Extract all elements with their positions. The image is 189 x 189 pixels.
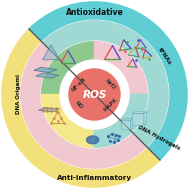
Text: Anti-inflammatory: Anti-inflammatory	[57, 175, 132, 181]
Text: DNA Origami: DNA Origami	[16, 74, 21, 115]
Polygon shape	[130, 119, 133, 129]
Polygon shape	[132, 112, 146, 113]
Polygon shape	[38, 108, 60, 112]
Wedge shape	[42, 94, 94, 147]
Wedge shape	[94, 94, 147, 147]
Text: NO: NO	[74, 100, 83, 110]
Wedge shape	[21, 42, 147, 168]
Wedge shape	[42, 42, 94, 94]
Text: ROS: ROS	[82, 90, 107, 99]
Text: DNA Hydrogels: DNA Hydrogels	[137, 125, 181, 151]
Wedge shape	[94, 42, 147, 94]
Wedge shape	[2, 29, 160, 187]
Polygon shape	[121, 119, 133, 120]
Text: Nrf2: Nrf2	[104, 78, 117, 91]
Wedge shape	[29, 2, 187, 160]
Wedge shape	[42, 21, 168, 147]
Polygon shape	[43, 45, 60, 60]
Ellipse shape	[86, 136, 99, 144]
Polygon shape	[34, 67, 57, 73]
Text: tFNAs: tFNAs	[157, 47, 173, 66]
Polygon shape	[121, 120, 130, 129]
Text: NF-κB: NF-κB	[70, 76, 87, 92]
Polygon shape	[144, 112, 146, 125]
Polygon shape	[36, 73, 59, 78]
Text: MAPK: MAPK	[103, 97, 119, 113]
Polygon shape	[132, 113, 144, 125]
Text: Antioxidative: Antioxidative	[66, 8, 123, 17]
Circle shape	[69, 69, 120, 120]
